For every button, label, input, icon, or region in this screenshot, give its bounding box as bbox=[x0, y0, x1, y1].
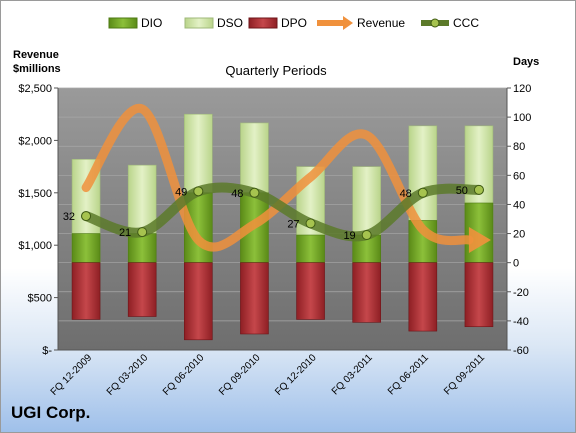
ccc-data-label: 50 bbox=[456, 185, 468, 197]
ccc-data-label: 27 bbox=[287, 218, 299, 230]
legend-swatch-revenue-arrow bbox=[343, 16, 353, 30]
category-label: FQ 12-2009 bbox=[49, 352, 95, 398]
category-label: FQ 09-2010 bbox=[217, 352, 263, 398]
ccc-marker bbox=[417, 187, 428, 198]
right-tick-label: 100 bbox=[513, 112, 531, 124]
ccc-data-label: 48 bbox=[231, 188, 243, 200]
ccc-marker bbox=[473, 184, 484, 195]
company-name: UGI Corp. bbox=[11, 403, 91, 422]
legend-swatch-dpo bbox=[248, 17, 278, 29]
category-label: FQ 12-2010 bbox=[273, 352, 319, 398]
ccc-data-label: 19 bbox=[343, 230, 355, 242]
ccc-data-label: 32 bbox=[63, 211, 75, 223]
bar-dpo bbox=[408, 262, 438, 332]
ccc-marker bbox=[137, 227, 148, 238]
left-tick-label: $- bbox=[42, 345, 52, 357]
legend-swatch-dio bbox=[108, 17, 138, 29]
legend-swatch-dso bbox=[184, 17, 214, 29]
bar-dio bbox=[127, 233, 157, 263]
bar-dpo bbox=[184, 262, 213, 341]
left-tick-label: $1,000 bbox=[18, 240, 52, 252]
bar-dpo bbox=[127, 262, 157, 317]
legend-label: CCC bbox=[453, 16, 479, 30]
bar-dpo bbox=[71, 262, 101, 320]
left-tick-label: $500 bbox=[28, 293, 52, 305]
right-tick-label: 60 bbox=[513, 170, 525, 182]
ccc-marker bbox=[361, 230, 372, 241]
legend-swatch-ccc-marker bbox=[430, 18, 440, 28]
left-axis-title-line1: Revenue bbox=[13, 49, 59, 61]
category-label: FQ 03-2010 bbox=[105, 352, 151, 398]
left-axis-title: Revenue $millions bbox=[13, 48, 61, 76]
right-tick-label: 80 bbox=[513, 141, 525, 153]
legend-label: Revenue bbox=[357, 16, 405, 30]
category-label: FQ 06-2011 bbox=[386, 352, 431, 397]
legend: DIO DSO DPO Revenue CCC bbox=[108, 16, 479, 30]
bar-dpo bbox=[352, 262, 381, 323]
category-label: FQ 09-2011 bbox=[442, 352, 487, 397]
right-tick-label: 0 bbox=[513, 258, 519, 270]
ccc-marker bbox=[249, 187, 260, 198]
left-tick-label: $2,500 bbox=[18, 83, 52, 95]
legend-label: DSO bbox=[217, 16, 243, 30]
bar-dpo bbox=[240, 262, 269, 335]
bar-dio bbox=[71, 233, 101, 263]
ccc-data-label: 49 bbox=[175, 186, 187, 198]
chart-title: Quarterly Periods bbox=[225, 63, 327, 78]
category-label: FQ 03-2011 bbox=[330, 352, 375, 397]
legend-label: DPO bbox=[281, 16, 307, 30]
ccc-marker bbox=[193, 186, 204, 197]
ccc-data-label: 48 bbox=[400, 188, 412, 200]
left-tick-label: $2,000 bbox=[18, 135, 52, 147]
right-tick-label: -40 bbox=[513, 316, 529, 328]
right-axis-title: Days bbox=[513, 56, 540, 68]
bar-dpo bbox=[464, 262, 494, 328]
bar-dio bbox=[296, 234, 325, 263]
right-tick-label: 40 bbox=[513, 199, 525, 211]
plot-area bbox=[58, 88, 507, 350]
legend-label: DIO bbox=[141, 16, 162, 30]
right-tick-label: 120 bbox=[513, 83, 531, 95]
revenue-arrowhead bbox=[468, 226, 491, 253]
ccc-data-label: 21 bbox=[119, 227, 131, 239]
right-tick-label: -60 bbox=[513, 345, 529, 357]
right-tick-label: 20 bbox=[513, 229, 525, 241]
right-tick-label: -20 bbox=[513, 287, 529, 299]
bar-dpo bbox=[296, 262, 325, 320]
ccc-marker bbox=[81, 211, 92, 222]
ccc-marker bbox=[305, 218, 316, 229]
left-tick-label: $1,500 bbox=[18, 188, 52, 200]
ccc-line bbox=[81, 182, 484, 242]
left-axis-title-line2: $millions bbox=[13, 63, 61, 75]
category-label: FQ 06-2010 bbox=[161, 352, 207, 398]
